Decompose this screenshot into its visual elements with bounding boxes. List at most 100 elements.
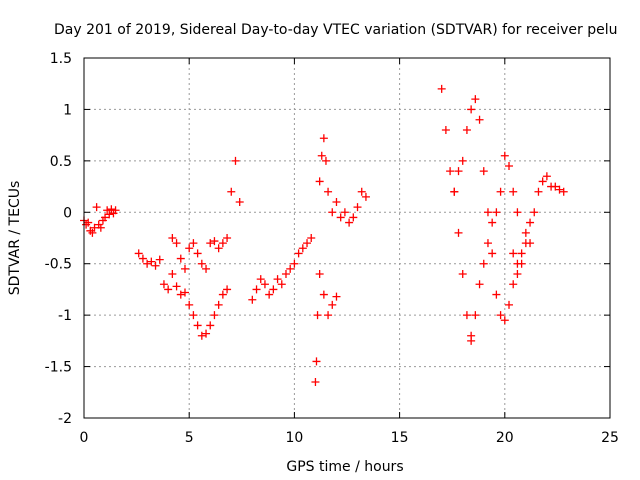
data-point bbox=[538, 177, 547, 186]
data-point bbox=[454, 167, 463, 176]
y-axis-label: SDTVAR / TECUs bbox=[7, 181, 23, 296]
data-point bbox=[526, 218, 535, 227]
data-point bbox=[210, 311, 219, 320]
data-point bbox=[202, 264, 211, 273]
data-point bbox=[437, 84, 446, 93]
data-point bbox=[103, 206, 112, 215]
data-point bbox=[223, 285, 232, 294]
data-point bbox=[260, 280, 269, 289]
data-point bbox=[492, 208, 501, 217]
data-point bbox=[454, 228, 463, 237]
data-points bbox=[80, 84, 568, 386]
data-point bbox=[315, 177, 324, 186]
y-tick-label: -1 bbox=[58, 308, 72, 324]
y-tick-label: 0 bbox=[63, 205, 72, 221]
data-point bbox=[505, 162, 514, 170]
data-point bbox=[88, 228, 97, 237]
data-point bbox=[353, 203, 362, 212]
data-point bbox=[277, 280, 286, 289]
data-point bbox=[441, 126, 450, 134]
data-point bbox=[319, 134, 328, 143]
data-point bbox=[231, 156, 240, 165]
data-point bbox=[168, 270, 177, 278]
series-arc-c bbox=[168, 156, 244, 273]
data-point bbox=[286, 264, 295, 273]
data-point bbox=[138, 254, 147, 263]
series-arc-d bbox=[248, 234, 316, 304]
y-tick-label: -1.5 bbox=[45, 360, 72, 376]
series-arc-f bbox=[315, 270, 341, 320]
data-point bbox=[513, 270, 522, 278]
data-point bbox=[483, 239, 492, 248]
data-point bbox=[111, 206, 120, 215]
data-point bbox=[180, 288, 189, 297]
data-point bbox=[248, 295, 257, 304]
y-tick-label: 0.5 bbox=[50, 154, 72, 170]
data-point bbox=[107, 205, 116, 214]
x-tick-label: 5 bbox=[185, 430, 194, 446]
data-point bbox=[290, 259, 299, 268]
data-point bbox=[185, 300, 194, 309]
data-point bbox=[143, 259, 152, 268]
data-point bbox=[475, 115, 484, 124]
data-point bbox=[496, 311, 505, 320]
data-point bbox=[307, 234, 316, 242]
data-point bbox=[509, 249, 518, 258]
data-point bbox=[159, 280, 168, 289]
data-point bbox=[526, 239, 535, 248]
data-point bbox=[349, 213, 358, 222]
data-point bbox=[193, 321, 202, 330]
data-point bbox=[521, 228, 530, 237]
data-point bbox=[185, 244, 194, 253]
data-point bbox=[505, 300, 514, 309]
data-point bbox=[479, 259, 488, 268]
data-point bbox=[467, 105, 476, 114]
data-point bbox=[218, 290, 227, 299]
y-tick-label: -2 bbox=[58, 411, 72, 427]
data-point bbox=[176, 290, 185, 299]
data-point bbox=[471, 95, 480, 104]
data-point bbox=[479, 167, 488, 176]
data-point bbox=[101, 213, 110, 222]
data-point bbox=[483, 208, 492, 217]
data-point bbox=[172, 239, 181, 248]
data-point bbox=[180, 264, 189, 273]
data-point bbox=[328, 300, 337, 309]
data-point bbox=[530, 208, 539, 217]
data-point bbox=[450, 187, 459, 196]
data-point bbox=[202, 329, 211, 338]
x-axis-label: GPS time / hours bbox=[286, 459, 403, 475]
data-point bbox=[193, 249, 202, 258]
data-point bbox=[324, 311, 333, 320]
y-tick-label: 1 bbox=[63, 102, 72, 118]
x-tick-label: 10 bbox=[285, 430, 303, 446]
data-point bbox=[361, 192, 370, 201]
data-point bbox=[155, 255, 164, 264]
data-point bbox=[92, 203, 101, 212]
data-point bbox=[176, 254, 185, 263]
data-point bbox=[458, 156, 467, 165]
data-point bbox=[345, 218, 354, 227]
series-arc-i bbox=[467, 151, 522, 340]
data-point bbox=[446, 167, 455, 176]
data-point bbox=[332, 198, 341, 206]
chart-title: Day 201 of 2019, Sidereal Day-to-day VTE… bbox=[54, 22, 617, 38]
data-point bbox=[357, 187, 366, 196]
data-point bbox=[256, 275, 265, 284]
data-point bbox=[197, 259, 206, 268]
series-arc-h bbox=[450, 95, 505, 320]
data-point bbox=[294, 249, 303, 258]
data-point bbox=[542, 172, 551, 181]
data-point bbox=[312, 357, 321, 366]
x-tick-label: 15 bbox=[391, 430, 409, 446]
data-point bbox=[172, 282, 181, 291]
data-point bbox=[321, 156, 330, 165]
data-point bbox=[206, 321, 215, 330]
axis-ticks: 0 5 10 15 20 25 -2 -1.5 -1 -0.5 0 0.5 1 1.5 bbox=[45, 51, 619, 446]
data-point bbox=[500, 316, 509, 325]
data-point bbox=[488, 249, 497, 258]
data-point bbox=[164, 285, 173, 294]
data-point bbox=[281, 270, 290, 278]
data-point bbox=[488, 218, 497, 227]
